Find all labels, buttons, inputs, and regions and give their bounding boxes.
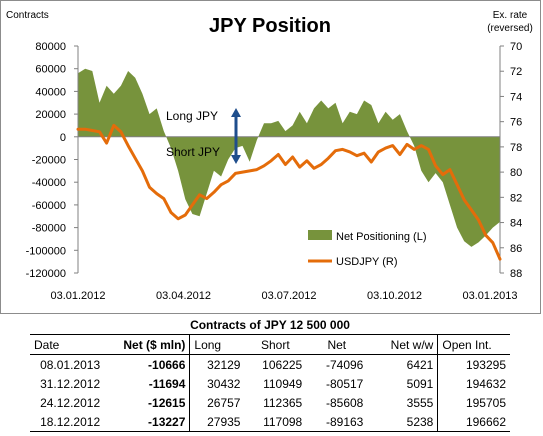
cell-net: -89163 — [306, 412, 368, 432]
left-tick-label: 40000 — [35, 86, 66, 98]
cell-short: 106225 — [262, 357, 303, 372]
cell-open-int: 195705 — [465, 395, 506, 410]
left-tick-label: 20000 — [35, 109, 66, 121]
header-open-int: Open Int. — [437, 334, 510, 355]
cell-long: 32129 — [207, 357, 241, 372]
cell-short: 110949 — [263, 376, 303, 391]
left-axis-label: Contracts — [6, 10, 49, 21]
cell-net-usd: -11694 — [104, 374, 191, 393]
cell-long: 30432 — [207, 376, 241, 391]
cell-long: 26757 — [207, 395, 241, 410]
left-tick-label: -40000 — [32, 177, 66, 189]
cell-net: -74096 — [325, 357, 364, 372]
cell-open-int: 196662 — [437, 412, 510, 432]
cell-open-int: 193295 — [465, 357, 506, 372]
right-tick-label: 88 — [510, 268, 522, 280]
chart-title: JPY Position — [209, 15, 331, 37]
cell-short: 117098 — [244, 412, 307, 432]
header-net: Net — [306, 334, 368, 355]
cell-net: -80517 — [325, 376, 364, 391]
positions-table: Date Net ($ mln) Long Short Net Net w/w … — [30, 334, 510, 432]
net-positioning-area — [78, 68, 500, 247]
long-jpy-annotation: Long JPY — [166, 109, 218, 123]
positions-table-container: Contracts of JPY 12 500 000 Date Net ($ … — [30, 316, 510, 432]
cell-net-ww: 6421 — [367, 354, 439, 374]
table-row: 31.12.2012 -11694 30432 110949 -80517 50… — [30, 374, 510, 393]
right-tick-label: 72 — [510, 66, 522, 78]
right-tick-label: 78 — [510, 142, 522, 154]
right-tick-label: 84 — [510, 218, 522, 230]
x-tick-label: 03.01.2012 — [50, 290, 105, 302]
header-long: Long — [189, 334, 245, 355]
arrow-up-head — [231, 108, 241, 117]
short-jpy-annotation: Short JPY — [166, 145, 220, 159]
legend-area-swatch — [308, 230, 332, 240]
header-short: Short — [244, 334, 307, 355]
cell-long: 27935 — [189, 412, 245, 432]
header-net-usd: Net ($ mln) — [104, 334, 191, 355]
left-tick-label: -60000 — [32, 200, 66, 212]
cell-net-usd: -10666 — [104, 354, 191, 374]
header-date: Date — [30, 334, 105, 355]
right-tick-label: 80 — [510, 167, 522, 179]
right-tick-label: 82 — [510, 192, 522, 204]
table-header-row: Date Net ($ mln) Long Short Net Net w/w … — [30, 334, 510, 355]
x-tick-label: 03.10.2012 — [367, 290, 422, 302]
left-tick-label: -100000 — [26, 245, 66, 257]
right-tick-label: 70 — [510, 41, 522, 53]
cell-net-ww: 5091 — [367, 374, 439, 393]
left-tick-label: -80000 — [32, 223, 66, 235]
header-net-ww: Net w/w — [367, 334, 439, 355]
right-tick-label: 86 — [510, 243, 522, 255]
left-tick-label: -20000 — [32, 155, 66, 167]
arrow-down-head — [231, 155, 241, 164]
cell-net-ww: 3555 — [367, 393, 439, 412]
x-tick-label: 03.01.2013 — [462, 290, 517, 302]
table-title: Contracts of JPY 12 500 000 — [190, 318, 350, 332]
cell-net: -85608 — [325, 395, 364, 410]
cell-short: 112365 — [263, 395, 303, 410]
right-axis-label-line2: (reversed) — [487, 23, 533, 34]
table-row: 08.01.2013 -10666 32129 106225 -74096 64… — [30, 354, 510, 374]
right-axis-label-line1: Ex. rate — [493, 10, 528, 21]
table-row: 24.12.2012 -12615 26757 112365 -85608 35… — [30, 393, 510, 412]
usdjpy-line — [76, 123, 502, 261]
jpy-position-chart: JPY Position Contracts Ex. rate (reversed) 8… — [6, 10, 533, 302]
cell-date: 18.12.2012 — [30, 412, 105, 432]
x-tick-label: 03.07.2012 — [261, 290, 316, 302]
cell-date: 31.12.2012 — [40, 376, 101, 391]
cell-net-usd: -13227 — [104, 412, 191, 432]
legend-net-positioning: Net Positioning (L) — [336, 231, 427, 243]
cell-date: 24.12.2012 — [40, 395, 101, 410]
table-row: 18.12.2012 -13227 27935 117098 -89163 52… — [30, 412, 510, 432]
right-tick-label: 76 — [510, 117, 522, 129]
cell-open-int: 194632 — [465, 376, 506, 391]
legend-usdjpy: USDJPY (R) — [336, 256, 398, 268]
x-tick-label: 03.04.2012 — [156, 290, 211, 302]
cell-date: 08.01.2013 — [40, 357, 101, 372]
right-tick-label: 74 — [510, 91, 522, 103]
left-tick-label: 0 — [60, 132, 66, 144]
left-tick-label: 60000 — [35, 64, 66, 76]
cell-net-ww: 5238 — [367, 412, 439, 432]
left-tick-label: -120000 — [26, 268, 66, 280]
left-tick-label: 80000 — [35, 41, 66, 53]
cell-net-usd: -12615 — [104, 393, 191, 412]
